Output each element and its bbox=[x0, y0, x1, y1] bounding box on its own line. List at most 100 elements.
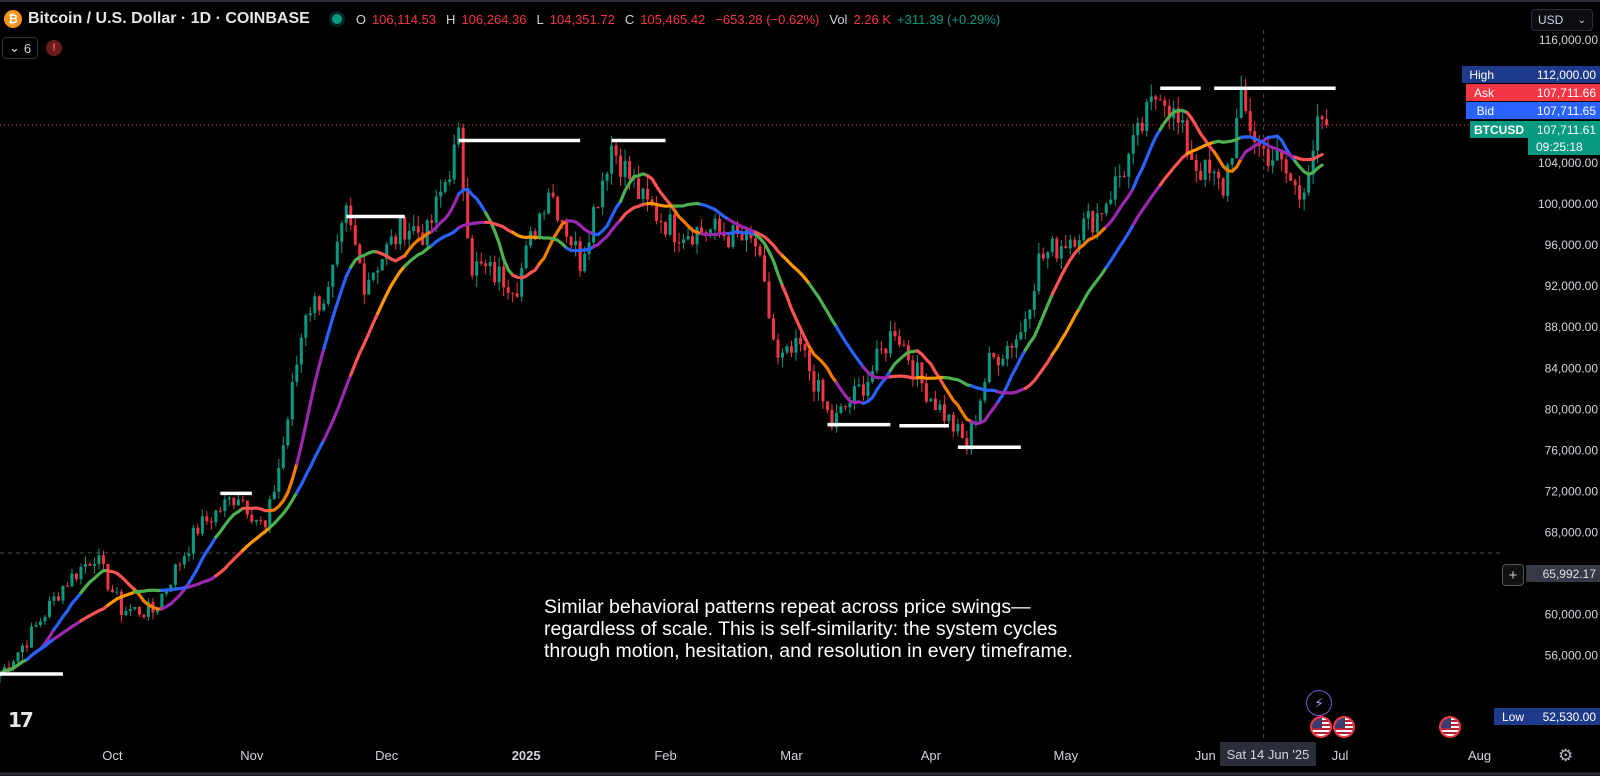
candle-body bbox=[938, 404, 942, 410]
us-flag-event-icon[interactable] bbox=[1310, 716, 1332, 738]
close-label: C bbox=[624, 11, 635, 27]
candle-body bbox=[745, 229, 749, 241]
candle-body bbox=[439, 191, 443, 197]
fast-trend-line-segment bbox=[565, 219, 596, 236]
candle-body bbox=[223, 499, 227, 512]
candle-body bbox=[893, 331, 897, 337]
high-label: H bbox=[446, 11, 456, 27]
candle-body bbox=[1001, 358, 1005, 366]
slow-trend-line-segment bbox=[457, 220, 488, 230]
candle-body bbox=[614, 145, 618, 156]
crosshair-price-tag: 65,992.17 bbox=[1526, 565, 1600, 582]
candle-body bbox=[196, 527, 200, 534]
candle-body bbox=[942, 404, 946, 421]
open-label: O bbox=[355, 11, 366, 27]
candle-body bbox=[394, 236, 398, 245]
slow-trend-line-segment bbox=[861, 365, 892, 380]
crosshair-date-tag: Sat 14 Jun '25 bbox=[1220, 742, 1316, 766]
fast-trend-line-segment bbox=[1050, 246, 1081, 296]
candle-body bbox=[843, 406, 847, 408]
fast-trend-line-segment bbox=[1104, 186, 1135, 229]
candle-body bbox=[1302, 192, 1306, 200]
low-tag-value: 52,530.00 bbox=[1528, 708, 1600, 725]
price-tick-label: 72,000.00 bbox=[1545, 484, 1599, 498]
indicators-toggle-button[interactable]: ⌄ 6 bbox=[2, 37, 39, 59]
slow-trend-line-segment bbox=[969, 384, 1000, 394]
slow-trend-line-segment bbox=[699, 202, 731, 221]
candle-body bbox=[1055, 238, 1059, 259]
ohlc-legend: O 106,114.53 H 106,264.36 L 104,351.72 C 105… bbox=[356, 12, 1000, 27]
candle-body bbox=[367, 279, 371, 295]
slow-trend-line-segment bbox=[187, 574, 218, 589]
price-tick-label: 76,000.00 bbox=[1545, 443, 1599, 457]
candle-body bbox=[947, 414, 951, 421]
us-flag-event-icon[interactable] bbox=[1439, 716, 1461, 738]
candle-body bbox=[1203, 159, 1207, 180]
candle-body bbox=[1253, 131, 1257, 143]
fast-trend-line-segment bbox=[1239, 135, 1270, 161]
fast-trend-line-segment bbox=[214, 506, 245, 539]
low-tag-label: Low bbox=[1494, 708, 1528, 725]
slow-trend-line-segment bbox=[1212, 135, 1243, 144]
candle-body bbox=[317, 296, 321, 311]
candle-body bbox=[807, 350, 811, 372]
symbol-header[interactable]: ₿ Bitcoin / U.S. Dollar · 1D · COINBASE … bbox=[4, 8, 1000, 30]
slow-trend-line-segment bbox=[511, 230, 542, 240]
price-tick-label: 104,000.00 bbox=[1538, 156, 1598, 170]
add-alert-icon[interactable]: + bbox=[1502, 564, 1524, 586]
candle-body bbox=[1307, 174, 1311, 193]
fast-trend-line-segment bbox=[1077, 225, 1108, 250]
slow-trend-line-segment bbox=[1023, 352, 1054, 390]
currency-select[interactable]: USD ⌄ bbox=[1531, 9, 1593, 31]
candle-body bbox=[470, 238, 474, 276]
candle-body bbox=[875, 348, 879, 371]
candle-body bbox=[655, 205, 659, 222]
fast-trend-line-segment bbox=[1158, 108, 1189, 131]
candle-body bbox=[56, 596, 60, 601]
fast-trend-line-segment bbox=[1212, 150, 1243, 173]
slow-trend-line-segment bbox=[1293, 153, 1324, 162]
candle-body bbox=[1280, 149, 1284, 160]
time-tick-label: Aug bbox=[1468, 748, 1491, 763]
chevron-down-icon: ⌄ bbox=[1577, 14, 1586, 26]
candle-body bbox=[731, 225, 735, 247]
candle-body bbox=[902, 344, 906, 346]
candle-body bbox=[785, 346, 789, 353]
sparkle-icon[interactable]: ⚡ bbox=[1306, 690, 1332, 716]
fast-trend-line-segment bbox=[403, 229, 434, 258]
candle-body bbox=[322, 303, 326, 311]
candles-layer bbox=[0, 75, 1329, 683]
slow-trend-line-segment bbox=[646, 201, 677, 208]
annotation-text[interactable]: Similar behavioral patterns repeat acros… bbox=[544, 596, 1073, 662]
candle-body bbox=[1167, 105, 1171, 119]
candle-body bbox=[178, 564, 182, 566]
warning-icon[interactable]: ! bbox=[46, 40, 63, 56]
candle-body bbox=[1163, 100, 1167, 106]
slow-trend-line-segment bbox=[160, 585, 191, 592]
candle-body bbox=[879, 348, 883, 350]
candle-body bbox=[1086, 211, 1090, 219]
settings-gear-icon[interactable]: ⚙ bbox=[1558, 746, 1574, 765]
candle-body bbox=[88, 564, 92, 566]
candle-body bbox=[263, 520, 267, 528]
candle-body bbox=[1149, 96, 1153, 103]
symbol-title[interactable]: Bitcoin / U.S. Dollar · 1D · COINBASE bbox=[28, 10, 310, 27]
time-tick-label: 2025 bbox=[512, 748, 541, 763]
candle-body bbox=[1064, 246, 1068, 249]
slow-trend-line-segment bbox=[619, 202, 650, 222]
candle-body bbox=[933, 398, 937, 410]
candle-body bbox=[834, 412, 838, 428]
candle-body bbox=[888, 331, 892, 354]
time-tick-label: Jul bbox=[1332, 748, 1349, 763]
candle-body bbox=[1176, 108, 1180, 123]
time-tick-label: Apr bbox=[921, 748, 942, 763]
candle-body bbox=[272, 491, 276, 500]
us-flag-event-icon[interactable] bbox=[1333, 716, 1355, 738]
tradingview-logo[interactable]: 17 bbox=[8, 708, 34, 732]
price-tick-label: 92,000.00 bbox=[1545, 279, 1599, 293]
candle-body bbox=[1073, 239, 1077, 247]
slow-trend-line-segment bbox=[268, 490, 299, 530]
price-tick-label: 60,000.00 bbox=[1545, 607, 1599, 621]
time-axis[interactable]: Oct Nov Dec 2025 Feb Mar Apr May Jun Jul Aug bbox=[0, 748, 1600, 776]
